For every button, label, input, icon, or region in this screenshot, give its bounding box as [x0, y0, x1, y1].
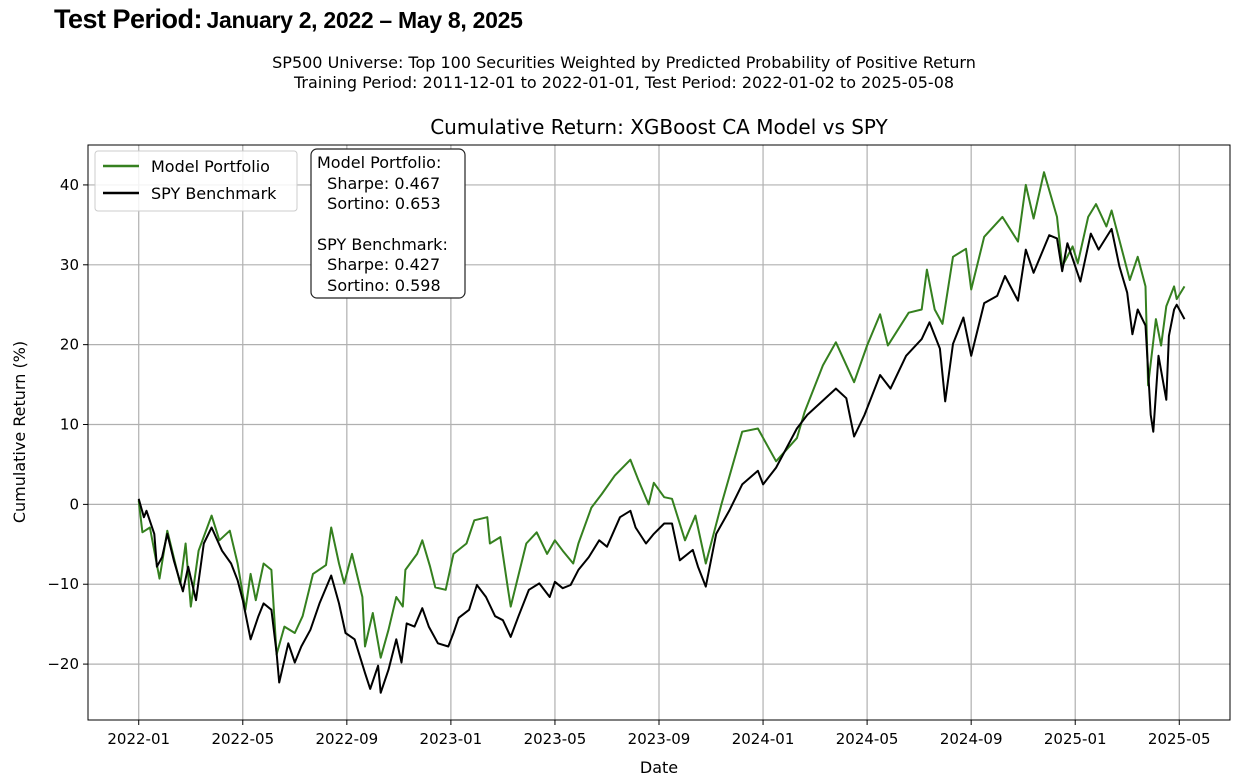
model-portfolio-line: [137, 171, 1186, 659]
legend-label-model: Model Portfolio: [151, 157, 270, 176]
y-tick-label: −10: [47, 575, 79, 593]
annotation-model-header: Model Portfolio:: [317, 153, 441, 172]
spy-benchmark-line: [137, 227, 1186, 694]
annotation-model-sharpe: Sharpe: 0.467: [317, 174, 440, 193]
x-tick-label: 2022-01: [107, 730, 170, 748]
annotation-spy-sortino: Sortino: 0.598: [317, 276, 441, 295]
y-tick-label: 20: [60, 336, 79, 354]
heading-date-range: January 2, 2022 – May 8, 2025: [206, 7, 523, 33]
x-tick-label: 2025-05: [1148, 730, 1211, 748]
svg-text:Model Portfolio: Sharp: Model Portfolio: Sharpe: 0.467 Sortino: …: [0, 0, 483, 295]
annotation-spy-header: SPY Benchmark:: [317, 235, 448, 254]
x-tick-label: 2023-05: [524, 730, 587, 748]
legend-label-spy: SPY Benchmark: [151, 184, 277, 203]
y-axis-label: Cumulative Return (%): [10, 341, 29, 523]
y-tick-label: 10: [60, 416, 79, 434]
x-tick-label: 2022-05: [211, 730, 274, 748]
legend: Model Portfolio SPY Benchmark: [94, 150, 298, 212]
x-tick-label: 2023-01: [420, 730, 483, 748]
x-tick-label: 2024-01: [732, 730, 795, 748]
grid: [88, 145, 1230, 720]
annotation-model-sortino: Sortino: 0.653: [317, 194, 441, 213]
series-lines: [137, 171, 1186, 694]
y-axis-ticks: −20 −10 0 10 20 30 40: [47, 176, 88, 673]
suptitle-line-2: Training Period: 2011-12-01 to 2022-01-0…: [293, 73, 954, 92]
x-axis-label: Date: [640, 758, 678, 777]
x-tick-label: 2025-01: [1044, 730, 1107, 748]
annotation-spy-sharpe: Sharpe: 0.427: [317, 255, 440, 274]
y-tick-label: 0: [69, 495, 79, 513]
y-tick-label: −20: [47, 655, 79, 673]
x-tick-label: 2024-05: [836, 730, 899, 748]
x-axis-ticks: 2022-01 2022-05 2022-09 2023-01 2023-05 2023-…: [107, 720, 1211, 748]
x-tick-label: 2022-09: [315, 730, 378, 748]
metrics-annotation-box: Model Portfolio: Sharpe: 0.467 Sortino: …: [0, 0, 483, 299]
chart-title: Cumulative Return: XGBoost CA Model vs S…: [430, 115, 888, 139]
heading-label: Test Period:: [54, 4, 203, 34]
x-tick-label: 2024-09: [940, 730, 1003, 748]
suptitle-line-1: SP500 Universe: Top 100 Securities Weigh…: [272, 53, 976, 72]
page-heading: Test Period: January 2, 2022 – May 8, 20…: [54, 4, 523, 35]
y-tick-label: 30: [60, 256, 79, 274]
x-tick-label: 2023-09: [628, 730, 691, 748]
y-tick-label: 40: [60, 176, 79, 194]
